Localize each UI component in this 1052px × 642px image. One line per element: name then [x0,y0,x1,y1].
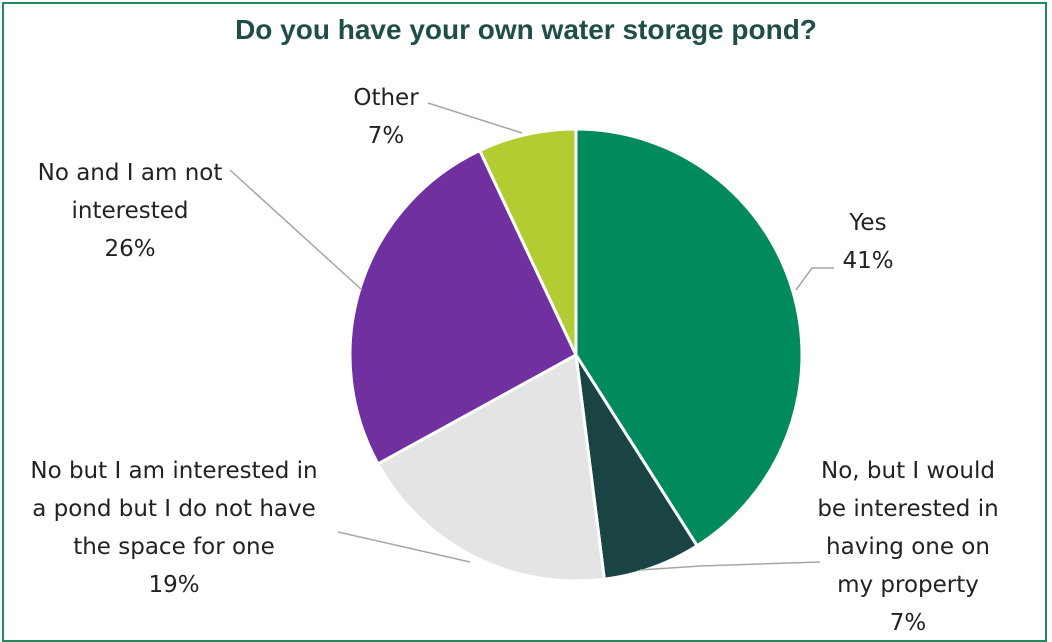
leader-line-not-interested [229,169,363,291]
leader-line-would-be-interested [639,561,821,571]
slice-label-line: No and I am not [38,160,223,186]
slice-labels: Yes 41% No, but I would be interested in hav… [30,85,998,632]
slice-label-line: No but I am interested in [30,458,317,484]
chart-title: Do you have your own water storage pond? [235,14,817,45]
slice-label-line: Other [353,85,419,111]
slice-label-line: No, but I would [821,458,995,484]
slice-label-line: having one on [826,534,990,560]
leader-line-other [427,102,523,134]
slice-percent-yes: 41% [842,248,893,274]
slice-label-other: Other 7% [353,85,419,149]
leader-line-no-space [337,531,471,563]
slice-percent-other: 7% [368,123,405,149]
slice-percent-not-interested: 26% [104,236,155,262]
pie-slice-not-interested [348,148,578,466]
pie-slice-no-space [375,352,607,583]
leader-lines [229,102,834,571]
pie-slice-other [477,127,578,356]
leader-line-yes [795,267,834,291]
slice-label-line: be interested in [817,496,998,522]
slice-label-not-interested: No and I am not interested 26% [38,160,223,262]
slice-label-line: Yes [848,210,886,236]
slice-label-would-be-interested: No, but I would be interested in having on… [817,458,998,632]
pie-slices [348,127,804,583]
slice-label-line: interested [72,198,189,224]
slice-label-line: a pond but I do not have [32,496,316,522]
slice-label-yes: Yes 41% [842,210,893,274]
slice-percent-no-space: 19% [148,572,199,598]
slice-label-line: my property [837,572,979,598]
slice-percent-would-be-interested: 7% [890,610,927,632]
slice-label-no-space: No but I am interested in a pond but I do… [30,458,317,598]
slice-label-line: the space for one [73,534,275,560]
